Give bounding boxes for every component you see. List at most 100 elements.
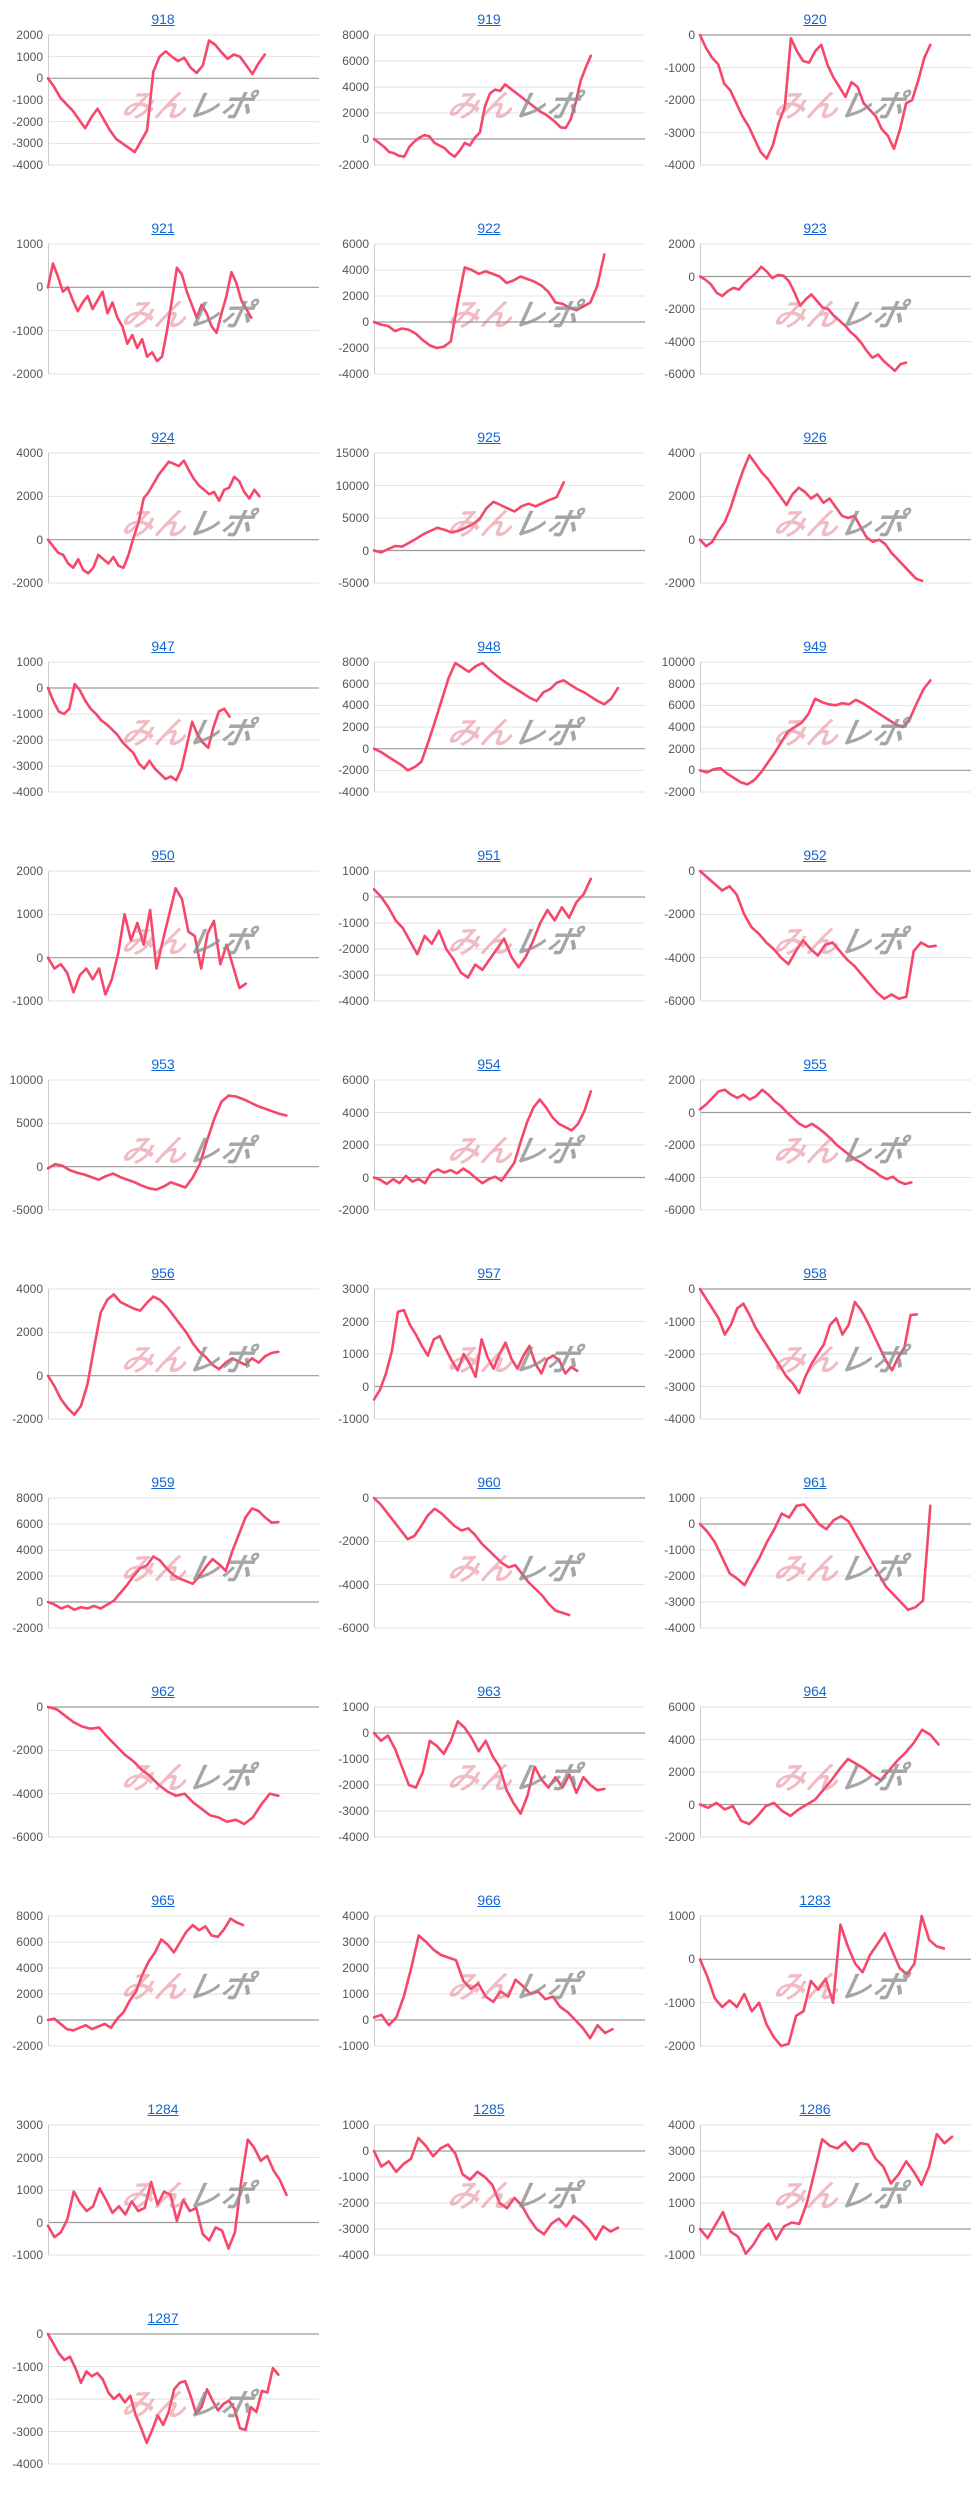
chart-card: 953 みんレポ 10000 5000 0 -5000: [0, 1045, 326, 1254]
chart-plot-area: みんレポ 8000 6000 4000 2000 0 -2000: [12, 1909, 319, 2053]
y-axis-label: 0: [36, 681, 43, 695]
y-axis-label: 0: [688, 1517, 695, 1531]
line-chart-svg: [46, 1288, 319, 1420]
y-axis-label: 2000: [668, 1765, 695, 1779]
y-axis-label: 3000: [342, 1282, 369, 1296]
chart-title-link-954[interactable]: 954: [477, 1056, 501, 1072]
chart-title-row: 954: [326, 1054, 652, 1076]
y-axis-label: -3000: [664, 125, 695, 140]
chart-title-link-1286[interactable]: 1286: [799, 2101, 831, 2117]
y-axis-label: -6000: [664, 367, 695, 381]
slump-graph-line: [372, 1090, 593, 1186]
y-axis-label: 6000: [342, 1073, 369, 1087]
line-chart-svg: [372, 870, 645, 1002]
chart-title-row: 961: [652, 1472, 978, 1494]
chart-plot-area: みんレポ 4000 3000 2000 1000 0 -1000: [338, 1909, 645, 2053]
chart-title-link-956[interactable]: 956: [151, 1265, 175, 1281]
y-axis-label: 0: [362, 1379, 369, 1394]
chart-title-link-962[interactable]: 962: [151, 1683, 175, 1699]
chart-card: 965 みんレポ 8000 6000 4000 2000 0 -2000: [0, 1881, 326, 2090]
chart-plot-area: みんレポ 4000 3000 2000 1000 0 -1000: [664, 2118, 971, 2262]
chart-title-link-924[interactable]: 924: [151, 429, 175, 445]
chart-title-link-926[interactable]: 926: [803, 429, 827, 445]
y-axis-label: 0: [362, 890, 369, 904]
chart-card: 918 みんレポ 2000 1000 0 -1000 -2000 -3000 -4000: [0, 0, 326, 209]
y-axis-label: 2000: [668, 237, 695, 251]
chart-title-link-950[interactable]: 950: [151, 847, 175, 863]
chart-plot-area: みんレポ 4000 2000 0 -2000: [664, 446, 971, 590]
chart-title-link-1287[interactable]: 1287: [147, 2310, 179, 2326]
chart-title-row: 966: [326, 1890, 652, 1912]
y-axis-label: -4000: [664, 1412, 695, 1426]
chart-plot-area: みんレポ 3000 2000 1000 0 -1000: [338, 1282, 645, 1426]
y-axis-label: -2000: [338, 2196, 369, 2210]
chart-title-link-960[interactable]: 960: [477, 1474, 501, 1490]
chart-title-link-959[interactable]: 959: [151, 1474, 175, 1490]
chart-title-link-951[interactable]: 951: [477, 847, 501, 863]
y-axis-label: -2000: [12, 1412, 43, 1426]
y-axis-label: 2000: [668, 741, 695, 756]
line-chart-svg: [372, 243, 645, 375]
chart-title-link-920[interactable]: 920: [803, 11, 827, 27]
chart-title-link-923[interactable]: 923: [803, 220, 827, 236]
y-axis-label: 1000: [668, 1491, 695, 1505]
chart-title-row: 964: [652, 1681, 978, 1703]
y-axis-label: 2000: [342, 289, 369, 303]
line-chart-svg: [698, 1079, 971, 1211]
chart-title-link-953[interactable]: 953: [151, 1056, 175, 1072]
y-axis-label: -2000: [664, 1830, 695, 1844]
chart-title-link-925[interactable]: 925: [477, 429, 501, 445]
chart-title-link-922[interactable]: 922: [477, 220, 501, 236]
chart-title-link-921[interactable]: 921: [151, 220, 175, 236]
chart-title-link-955[interactable]: 955: [803, 1056, 827, 1072]
chart-plot-area: みんレポ 1000 0 -1000 -2000 -3000 -4000: [338, 1700, 645, 1844]
chart-card: 923 みんレポ 2000 0 -2000 -4000 -6000: [652, 209, 978, 418]
y-axis-label: 4000: [16, 1961, 43, 1975]
y-axis-label: -4000: [664, 950, 695, 965]
chart-card: 925 みんレポ 15000 10000 5000 0 -5000: [326, 418, 652, 627]
chart-title-link-1284[interactable]: 1284: [147, 2101, 179, 2117]
y-axis-label: -4000: [338, 367, 369, 381]
chart-title-link-961[interactable]: 961: [803, 1474, 827, 1490]
slump-graph-line: [46, 2138, 288, 2250]
chart-title-link-948[interactable]: 948: [477, 638, 501, 654]
chart-title-link-947[interactable]: 947: [151, 638, 175, 654]
chart-title-link-963[interactable]: 963: [477, 1683, 501, 1699]
y-axis-label: -3000: [664, 1379, 695, 1394]
chart-card: 962 みんレポ 0 -2000 -4000 -6000: [0, 1672, 326, 1881]
chart-title-row: 1285: [326, 2099, 652, 2121]
y-axis-label: 1000: [668, 2196, 695, 2210]
y-axis-label: 4000: [668, 2118, 695, 2132]
chart-title-link-918[interactable]: 918: [151, 11, 175, 27]
y-axis-label: -2000: [12, 367, 43, 381]
chart-title-link-919[interactable]: 919: [477, 11, 501, 27]
chart-plot-area: みんレポ 0 -1000 -2000 -3000 -4000: [12, 2327, 319, 2471]
chart-title-link-964[interactable]: 964: [803, 1683, 827, 1699]
slump-graph-line: [698, 1728, 940, 1826]
y-axis-label: 3000: [342, 1935, 369, 1949]
chart-title-link-1285[interactable]: 1285: [473, 2101, 505, 2117]
chart-title-link-1283[interactable]: 1283: [799, 1892, 831, 1908]
chart-title-link-958[interactable]: 958: [803, 1265, 827, 1281]
chart-title-link-957[interactable]: 957: [477, 1265, 501, 1281]
chart-plot-area: みんレポ 0 -2000 -4000 -6000: [664, 864, 971, 1008]
chart-title-link-952[interactable]: 952: [803, 847, 827, 863]
y-axis-label: -2000: [338, 1778, 369, 1792]
y-axis-label: 1000: [16, 49, 43, 64]
y-axis-label: 1000: [668, 1909, 695, 1923]
line-chart-svg: [372, 661, 645, 793]
chart-plot-area: みんレポ 4000 2000 0 -2000: [12, 446, 319, 590]
y-axis-label: -2000: [338, 763, 369, 778]
chart-title-link-966[interactable]: 966: [477, 1892, 501, 1908]
chart-title-link-949[interactable]: 949: [803, 638, 827, 654]
y-axis-label: -1000: [338, 1752, 369, 1766]
chart-plot-area: みんレポ 1000 0 -1000 -2000 -3000 -4000: [338, 2118, 645, 2262]
chart-plot-area: みんレポ 6000 4000 2000 0 -2000: [338, 1073, 645, 1217]
chart-plot-area: みんレポ 4000 2000 0 -2000: [12, 1282, 319, 1426]
chart-title-link-965[interactable]: 965: [151, 1892, 175, 1908]
y-axis-label: 6000: [342, 676, 369, 691]
slump-graph-line: [46, 1705, 280, 1826]
y-axis-label: 6000: [342, 54, 369, 68]
slump-graph-line: [698, 869, 938, 1001]
slump-graph-line: [698, 453, 924, 583]
